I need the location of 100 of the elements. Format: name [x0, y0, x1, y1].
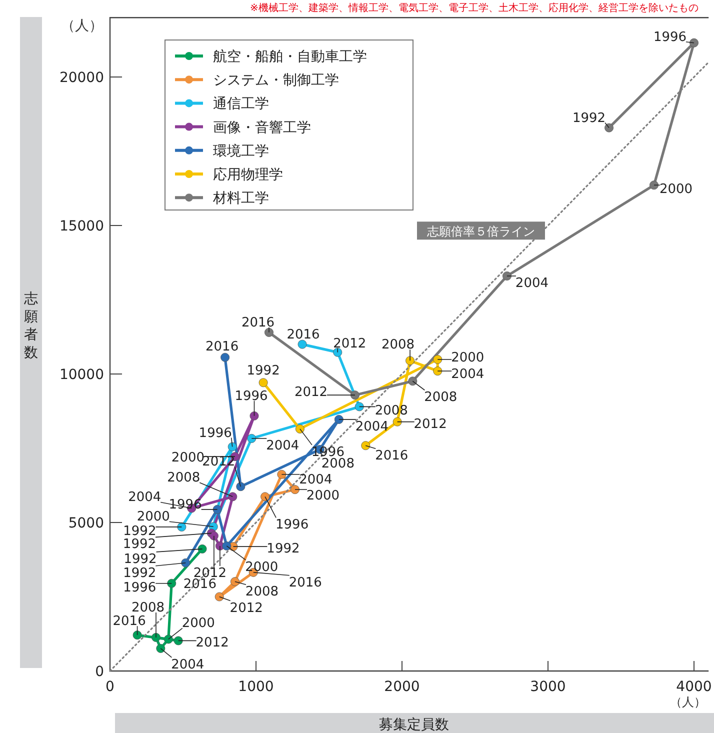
point	[258, 378, 268, 388]
annotation: 2016	[375, 448, 408, 464]
annotation: 1992	[246, 364, 280, 379]
point	[236, 482, 246, 492]
point	[198, 544, 207, 554]
annotation: 2012	[333, 336, 366, 352]
legend-label: 材料工学	[212, 190, 269, 207]
point	[174, 636, 183, 646]
annotation: 2008	[131, 600, 165, 616]
annotation: 2004	[266, 438, 300, 454]
point	[295, 424, 304, 434]
y-tick-label: 10000	[59, 367, 104, 383]
legend-label: 航空・船舶・自動車工学	[213, 49, 367, 65]
point	[502, 271, 512, 280]
point	[333, 348, 342, 357]
point	[433, 366, 442, 376]
annotation: 1996	[653, 30, 687, 45]
annotation: 1992	[124, 552, 157, 567]
annotation: 1992	[123, 566, 156, 581]
point	[604, 123, 614, 132]
point	[164, 634, 173, 644]
series-label: 志願倍率５倍ライン	[426, 224, 535, 239]
point	[212, 504, 222, 514]
point	[181, 558, 190, 568]
annotation: 2008	[424, 390, 458, 406]
x-tick-label: 0	[106, 679, 114, 695]
annotation: 2004	[128, 490, 162, 506]
annotation: 2012	[414, 416, 447, 432]
annotation: 1996	[123, 580, 156, 596]
x-axis-title: 募集定員数	[379, 717, 449, 733]
annotation: 2004	[171, 657, 204, 672]
text: （人）	[670, 695, 706, 709]
point	[260, 492, 270, 502]
annotation: 2000	[451, 350, 484, 366]
annotation: 2008	[321, 456, 354, 472]
annotation: 2012	[196, 636, 229, 651]
point	[690, 38, 698, 48]
point	[290, 485, 300, 494]
x-tick-label: 2000	[384, 679, 420, 695]
point	[222, 541, 232, 550]
legend-label: システム・制御工学	[213, 72, 339, 89]
x-tick-label: 4000	[676, 679, 712, 695]
point	[132, 630, 142, 640]
point	[406, 356, 415, 366]
legend-label: 環境工学	[213, 143, 269, 160]
text: （人）	[61, 18, 103, 34]
point	[228, 442, 237, 452]
point	[209, 531, 218, 540]
annotation: 2004	[515, 276, 549, 291]
point	[408, 376, 418, 386]
point	[277, 470, 286, 479]
point	[228, 492, 238, 502]
annotation: 2008	[381, 338, 415, 353]
annotation: 1992	[122, 537, 156, 552]
point	[247, 434, 256, 443]
annotation: 2012	[294, 385, 328, 400]
annotation: 1996	[276, 518, 309, 533]
y-axis-title: 志願者数	[24, 291, 38, 361]
point	[433, 354, 442, 364]
point	[361, 441, 370, 450]
legend-label: 通信工学	[213, 96, 269, 112]
annotation: 2016	[112, 614, 146, 630]
annotation: 1996	[234, 388, 268, 404]
annotation: 2000	[245, 560, 278, 575]
x-tick-label: 1000	[238, 679, 274, 695]
point	[392, 417, 402, 426]
point	[220, 352, 230, 362]
annotation: 1992	[572, 110, 606, 126]
annotation: 2016	[286, 327, 320, 342]
annotation: 2016	[206, 339, 239, 354]
point	[354, 402, 364, 412]
point	[298, 340, 307, 349]
text: ※機械工学、建築学、情報工学、電気工学、電子工学、土木工学、応用化学、経営工学を除いたもの	[250, 2, 698, 14]
annotation: 2000	[659, 182, 693, 198]
point	[334, 414, 344, 424]
point	[230, 577, 240, 586]
legend-label: 画像・音響工学	[213, 120, 311, 136]
annotation: 2000	[136, 510, 170, 525]
point	[250, 411, 259, 420]
point	[156, 644, 166, 653]
annotation: 2004	[299, 472, 332, 488]
y-tick-label: 20000	[59, 70, 104, 86]
annotation: 2016	[288, 575, 322, 590]
legend-label: 応用物理学	[213, 167, 283, 183]
point	[264, 328, 274, 337]
y-tick-label: 0	[95, 664, 104, 680]
annotation: 2012	[230, 600, 263, 616]
annotation: 2016	[241, 315, 275, 330]
point	[649, 180, 658, 190]
x-tick-label: 3000	[530, 679, 566, 695]
annotation: 1992	[266, 542, 300, 557]
annotation: 1992	[123, 524, 156, 539]
y-tick-label: 5000	[68, 516, 104, 532]
annotation: 2016	[183, 576, 216, 592]
annotation: 2000	[182, 616, 215, 632]
point	[350, 390, 360, 400]
annotation: 2000	[306, 488, 340, 504]
annotation: 2004	[355, 419, 388, 434]
point	[151, 632, 160, 642]
annotation: 2004	[451, 367, 484, 382]
